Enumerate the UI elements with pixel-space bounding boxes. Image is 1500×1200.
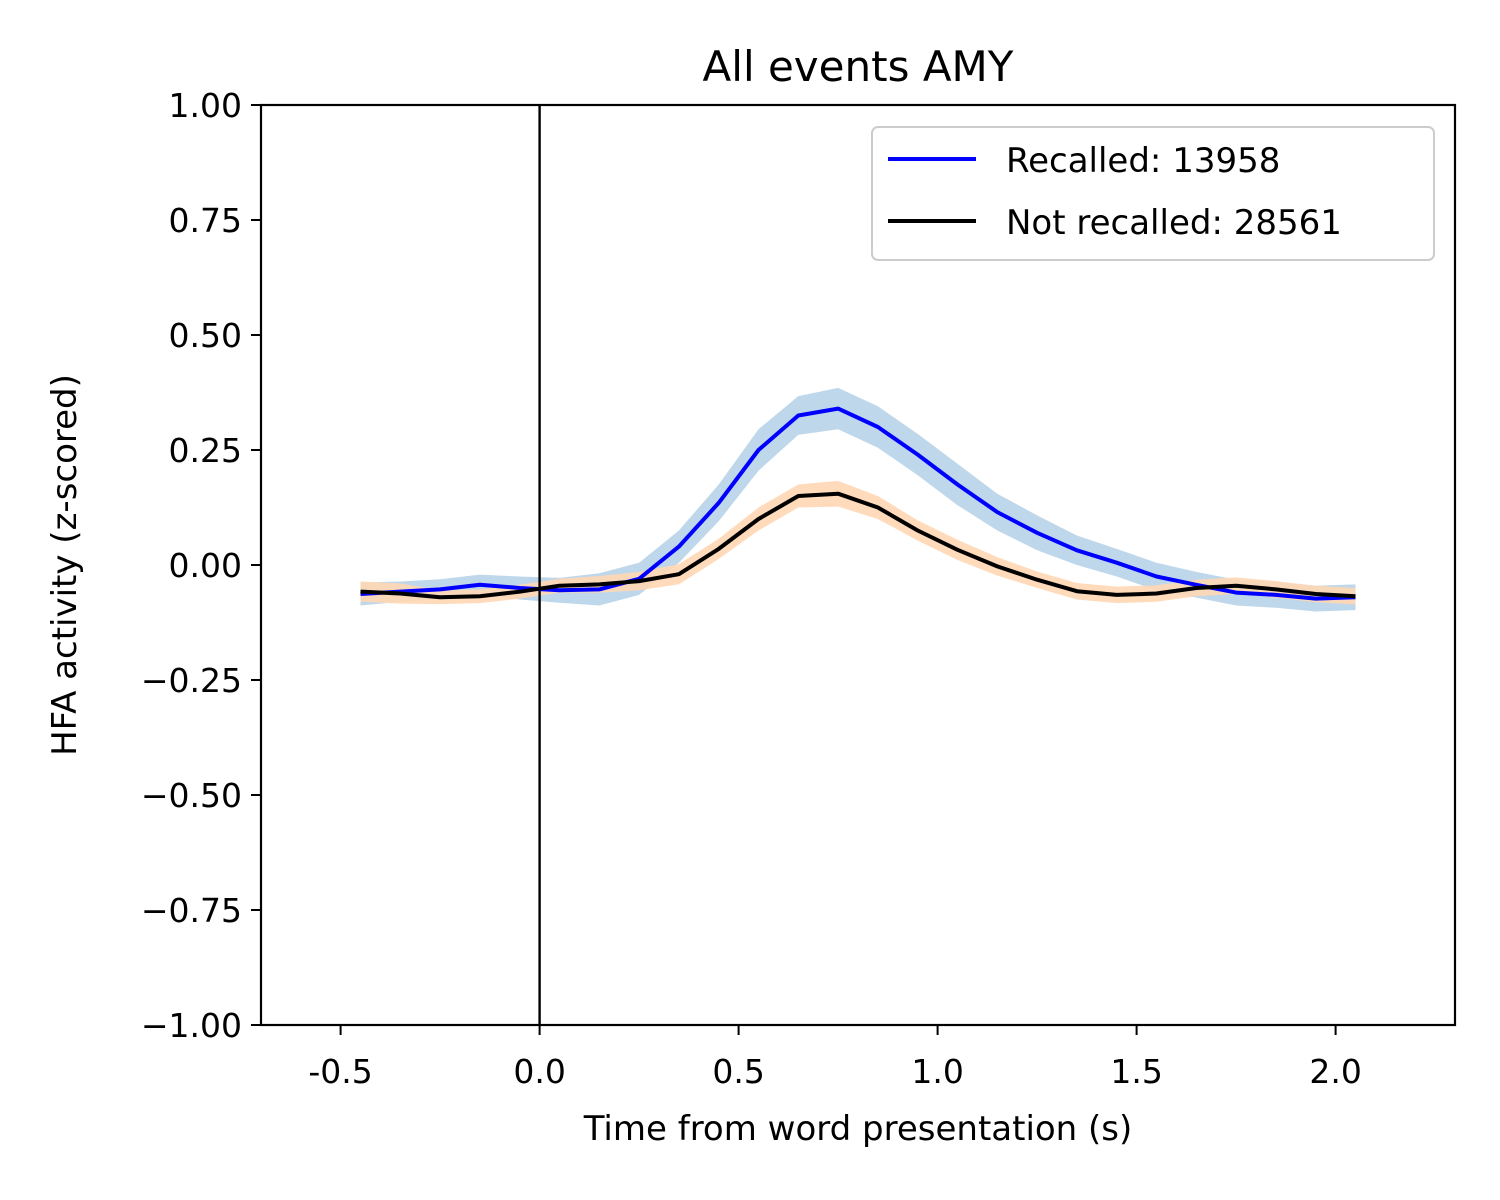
- y-axis-ticks: −1.00 −0.75 −0.50 −0.25 0.00 0.25 0.50 0.75 1.00: [141, 86, 261, 1045]
- y-tick-label: −1.00: [141, 1006, 242, 1045]
- confidence-band-0: [360, 387, 1356, 612]
- y-tick-label: 0.25: [169, 431, 242, 470]
- legend-label-recalled: Recalled: 13958: [1006, 141, 1280, 181]
- y-tick-label: −0.25: [141, 661, 242, 700]
- series-line-1: [360, 491, 1356, 600]
- x-tick-label: 2.0: [1309, 1052, 1361, 1091]
- y-tick-label: 0.75: [169, 201, 242, 240]
- y-axis-label: HFA activity (z-scored): [45, 374, 85, 756]
- legend-box: [871, 126, 1435, 261]
- x-tick-label: -0.5: [308, 1052, 372, 1091]
- x-axis-ticks: -0.5 0.0 0.5 1.0 1.5 2.0: [308, 1025, 1362, 1091]
- y-tick-label: −0.75: [141, 891, 242, 930]
- x-axis-label: Time from word presentation (s): [583, 1109, 1133, 1149]
- x-tick-label: 0.5: [712, 1052, 764, 1091]
- y-tick-label: 0.00: [169, 546, 242, 585]
- legend-label-not-recalled: Not recalled: 28561: [1006, 203, 1342, 243]
- series-lines: [360, 406, 1356, 601]
- x-tick-label: 1.0: [911, 1052, 963, 1091]
- x-tick-label: 0.0: [513, 1052, 565, 1091]
- y-tick-label: 1.00: [169, 86, 242, 125]
- y-tick-label: −0.50: [141, 776, 242, 815]
- y-tick-label: 0.50: [169, 316, 242, 355]
- x-tick-label: 1.5: [1110, 1052, 1162, 1091]
- legend: Recalled: 13958 Not recalled: 28561: [871, 126, 1435, 261]
- series-line-0: [360, 406, 1356, 601]
- chart-title: All events AMY: [703, 42, 1014, 91]
